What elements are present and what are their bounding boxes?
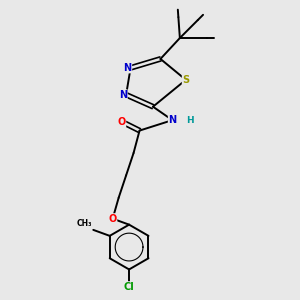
Text: N: N: [168, 115, 176, 125]
Text: O: O: [118, 117, 126, 127]
Text: Cl: Cl: [124, 282, 134, 292]
Text: H: H: [187, 116, 194, 124]
Text: O: O: [109, 214, 117, 224]
Text: CH₃: CH₃: [76, 219, 92, 228]
Text: N: N: [124, 63, 132, 73]
Text: S: S: [182, 75, 189, 85]
Text: N: N: [119, 90, 127, 100]
